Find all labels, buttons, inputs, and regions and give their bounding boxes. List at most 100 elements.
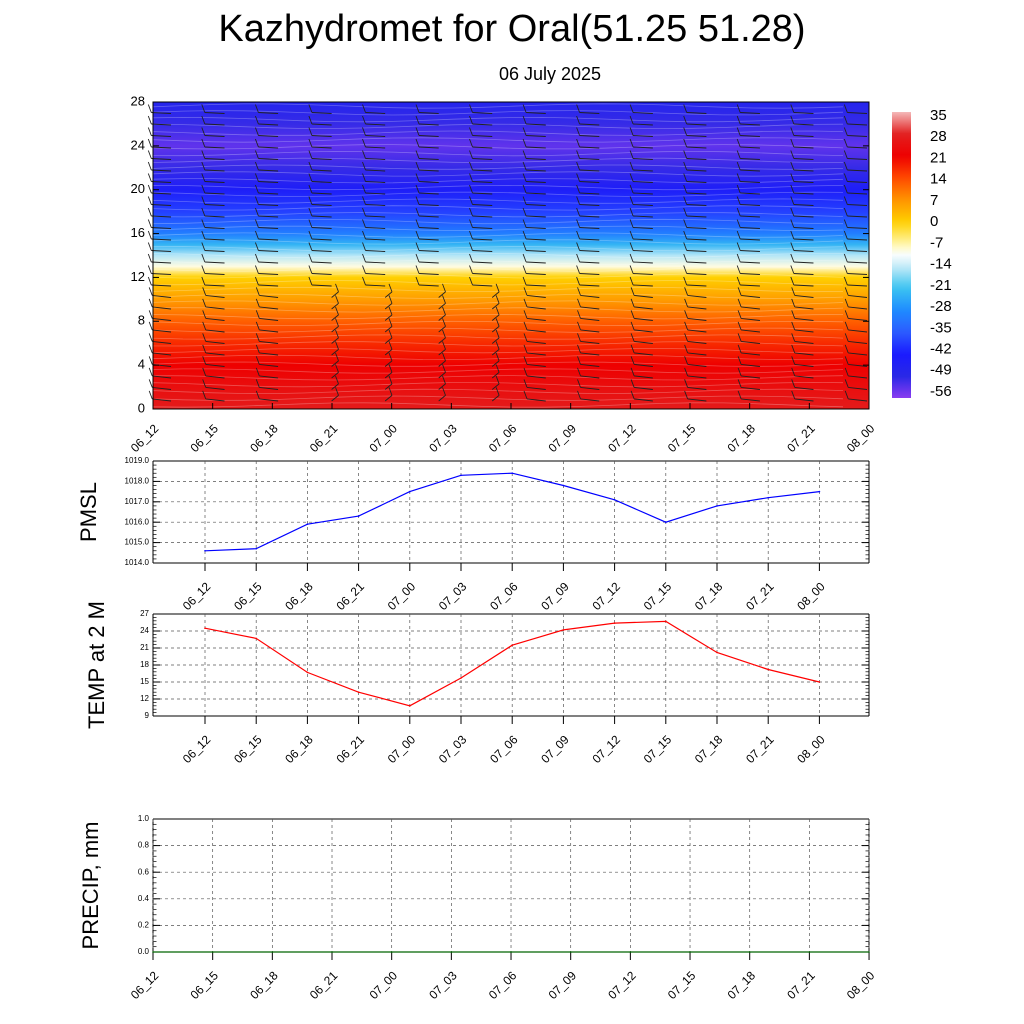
barb-shaft: [205, 386, 225, 390]
pmsl-x-tick-label: 07_06: [487, 579, 521, 613]
wind-barb: [522, 276, 546, 287]
barb-feather: [308, 276, 313, 286]
wind-barb: [522, 138, 546, 149]
barb-feather: [684, 333, 689, 342]
barb-shaft: [794, 352, 814, 356]
barb-feather: [843, 253, 848, 263]
barb-feather: [576, 207, 581, 217]
barb-shaft: [687, 317, 707, 321]
barb-feather: [843, 150, 848, 159]
temp-y-axis-title: TEMP at 2 M: [84, 601, 109, 729]
barb-feather: [335, 352, 339, 362]
barb-shaft: [633, 135, 653, 137]
barb-feather: [683, 138, 688, 148]
barb-shaft: [331, 326, 339, 333]
barb-shaft: [259, 340, 279, 344]
wind-barb: [201, 230, 225, 241]
wind-barb: [469, 115, 493, 126]
barb-feather: [255, 367, 260, 377]
barb-shaft: [793, 192, 814, 195]
wind-barb: [843, 127, 868, 137]
barb-shaft: [526, 352, 546, 356]
contour-line: [152, 354, 844, 361]
barb-feather: [362, 219, 366, 228]
wind-barb: [576, 196, 600, 206]
barb-feather: [254, 276, 259, 286]
precip-data-point: [808, 951, 811, 953]
barb-feather: [843, 276, 848, 286]
pmsl-data-point: [716, 505, 718, 507]
temp-x-tick-label: 07_09: [538, 732, 572, 766]
wind-barb: [737, 379, 760, 390]
pmsl-data-point: [204, 550, 206, 552]
wind-barb: [522, 219, 546, 229]
contour-line: [152, 402, 844, 408]
barb-shaft: [259, 352, 279, 356]
contour-line: [152, 150, 844, 157]
barb-feather: [737, 310, 742, 319]
barb-feather: [737, 356, 742, 365]
barb-feather: [736, 161, 741, 171]
barb-shaft: [365, 123, 386, 126]
barb-shaft: [847, 273, 868, 275]
barb-shaft: [331, 337, 339, 344]
barb-feather: [147, 115, 152, 125]
barb-shaft: [204, 238, 225, 241]
wind-barb: [843, 242, 868, 252]
barb-feather: [736, 173, 741, 182]
barb-feather: [415, 161, 420, 171]
barb-shaft: [418, 135, 439, 137]
barb-shaft: [579, 215, 600, 218]
barb-shaft: [526, 169, 546, 172]
wind-barb: [736, 138, 760, 149]
wind-barb: [148, 298, 172, 310]
barb-feather: [202, 379, 207, 388]
contour-line: [152, 178, 844, 184]
wind-barb: [790, 104, 814, 114]
precip-x-tick-label: 06_12: [128, 968, 162, 1002]
barb-feather: [308, 207, 313, 217]
barb-feather: [469, 115, 473, 125]
heatmap-x-tick-label: 06_18: [247, 421, 281, 455]
pmsl-data-point: [460, 474, 462, 477]
heatmap-y-tick-label: 8: [138, 313, 145, 328]
wind-barb: [577, 333, 600, 344]
barb-feather: [495, 295, 500, 304]
barb-shaft: [384, 372, 393, 379]
barb-shaft: [634, 386, 653, 390]
barb-feather: [469, 230, 473, 240]
barb-shaft: [204, 273, 225, 275]
wind-barb: [254, 150, 279, 160]
temp-y-tick-label: 24: [140, 626, 149, 635]
barb-feather: [362, 265, 366, 274]
barb-shaft: [204, 181, 225, 183]
precip-data-point: [211, 951, 214, 953]
barb-shaft: [687, 340, 707, 344]
barb-feather: [254, 173, 259, 182]
barb-feather: [255, 321, 260, 331]
barb-feather: [254, 230, 259, 240]
barb-shaft: [258, 215, 279, 218]
wind-barb: [576, 173, 600, 183]
wind-barb: [201, 127, 225, 137]
barb-feather: [629, 127, 634, 136]
temp-x-tick-label: 08_00: [794, 732, 828, 766]
wind-barb: [331, 283, 339, 298]
barb-shaft: [311, 181, 332, 183]
barb-shaft: [152, 375, 172, 379]
wind-barb: [308, 127, 332, 137]
barb-shaft: [205, 294, 225, 298]
barb-feather: [442, 364, 446, 373]
wind-barb: [737, 298, 760, 310]
wind-barb: [308, 138, 332, 149]
barb-feather: [522, 115, 527, 125]
wind-barb: [844, 379, 868, 390]
wind-barb: [523, 356, 546, 367]
barb-feather: [308, 115, 313, 125]
barb-shaft: [847, 169, 868, 172]
barb-shaft: [331, 360, 339, 367]
wind-barb: [438, 375, 446, 390]
barb-feather: [442, 329, 446, 339]
wind-barb: [684, 356, 707, 367]
barb-feather: [442, 318, 446, 327]
